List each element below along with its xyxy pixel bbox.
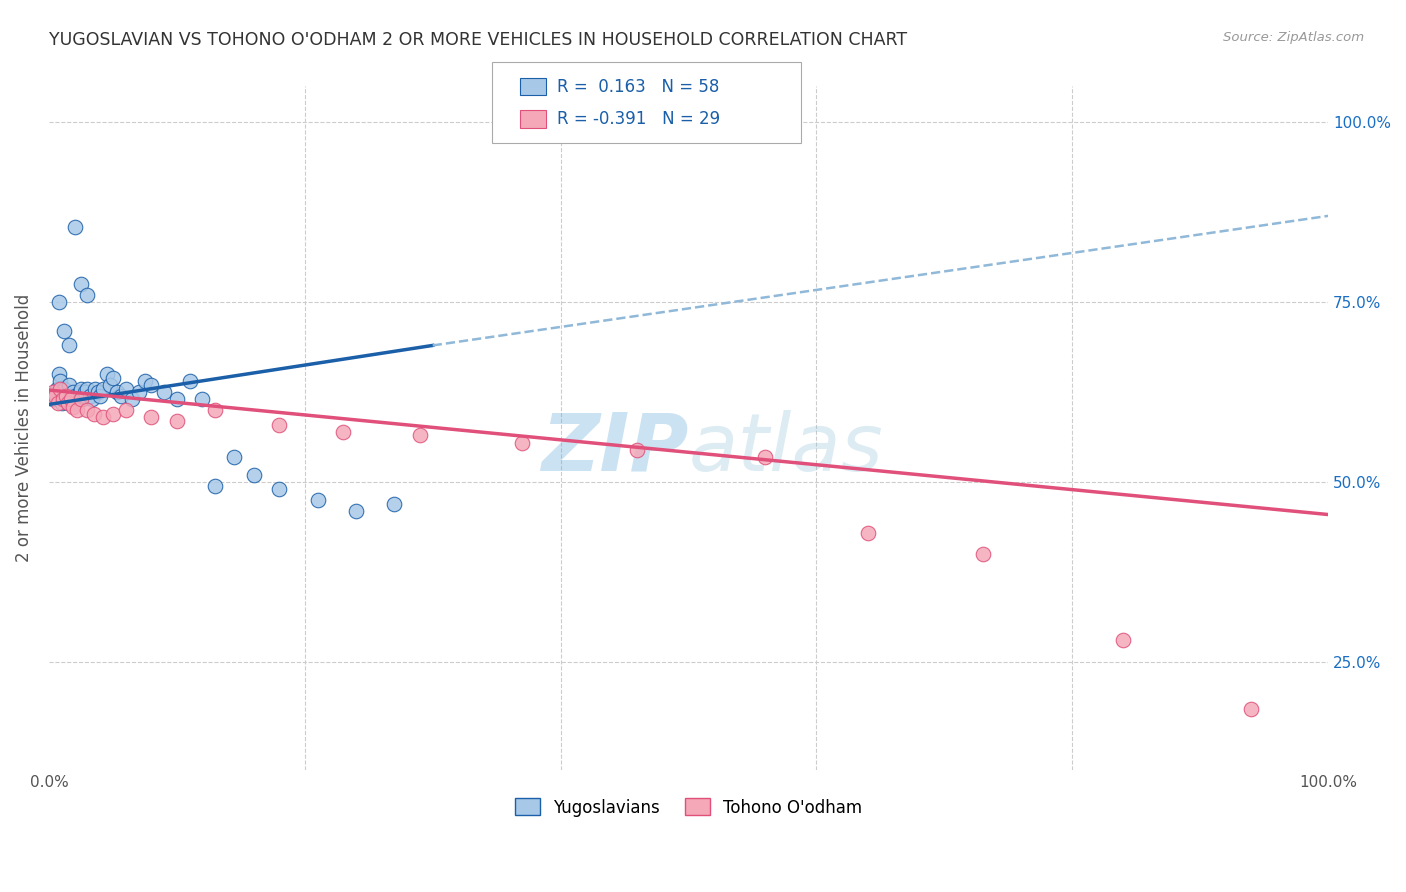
Point xyxy=(83,407,105,421)
Point xyxy=(91,382,114,396)
Point xyxy=(44,389,66,403)
Point xyxy=(76,403,98,417)
Point xyxy=(141,410,163,425)
Point xyxy=(62,400,84,414)
Point xyxy=(269,417,291,432)
Point xyxy=(89,389,111,403)
Text: R =  0.163   N = 58: R = 0.163 N = 58 xyxy=(557,78,718,95)
Point xyxy=(59,392,82,407)
Point xyxy=(53,324,76,338)
Text: R = -0.391   N = 29: R = -0.391 N = 29 xyxy=(557,110,720,128)
Point xyxy=(52,392,75,407)
Point xyxy=(42,385,65,400)
Point xyxy=(53,382,76,396)
Point xyxy=(73,385,96,400)
Point xyxy=(56,392,79,407)
Point xyxy=(121,392,143,407)
Point xyxy=(58,338,80,352)
Point xyxy=(332,425,354,439)
Text: ZIP: ZIP xyxy=(541,409,689,488)
Point xyxy=(409,428,432,442)
Point xyxy=(69,385,91,400)
Point xyxy=(63,219,86,234)
Point xyxy=(70,277,93,292)
Point xyxy=(972,547,994,561)
Point xyxy=(72,389,94,403)
Point xyxy=(166,392,188,407)
Point xyxy=(344,504,367,518)
Point xyxy=(55,389,77,403)
Point xyxy=(86,385,108,400)
Point xyxy=(134,375,156,389)
Point xyxy=(59,389,82,403)
Point xyxy=(114,403,136,417)
Point xyxy=(153,385,176,400)
Point xyxy=(49,382,72,396)
Point xyxy=(269,483,291,497)
Point xyxy=(63,389,86,403)
Point xyxy=(55,389,77,403)
Point xyxy=(204,403,226,417)
Point xyxy=(52,385,75,400)
Point xyxy=(141,378,163,392)
Point xyxy=(105,385,128,400)
Point xyxy=(79,389,101,403)
Point xyxy=(42,392,65,407)
Point xyxy=(1112,633,1135,648)
Point xyxy=(856,525,879,540)
Point xyxy=(65,396,87,410)
Point xyxy=(60,392,83,407)
Point xyxy=(46,385,69,400)
Point xyxy=(382,497,405,511)
Point xyxy=(179,375,201,389)
Text: YUGOSLAVIAN VS TOHONO O'ODHAM 2 OR MORE VEHICLES IN HOUSEHOLD CORRELATION CHART: YUGOSLAVIAN VS TOHONO O'ODHAM 2 OR MORE … xyxy=(49,31,907,49)
Point xyxy=(114,382,136,396)
Point xyxy=(76,288,98,302)
Point xyxy=(101,407,124,421)
Point xyxy=(91,410,114,425)
Point xyxy=(56,396,79,410)
Point xyxy=(70,382,93,396)
Text: Source: ZipAtlas.com: Source: ZipAtlas.com xyxy=(1223,31,1364,45)
Point xyxy=(58,378,80,392)
Point xyxy=(1240,702,1263,716)
Point xyxy=(48,295,70,310)
Point xyxy=(110,389,132,403)
Legend: Yugoslavians, Tohono O'odham: Yugoslavians, Tohono O'odham xyxy=(508,792,869,823)
Point xyxy=(101,371,124,385)
Point xyxy=(45,382,67,396)
Point xyxy=(70,392,93,407)
Point xyxy=(128,385,150,400)
Point xyxy=(51,396,73,410)
Point xyxy=(166,414,188,428)
Point xyxy=(48,368,70,382)
Point xyxy=(66,392,89,407)
Point xyxy=(70,392,93,407)
Point xyxy=(76,382,98,396)
Point xyxy=(224,450,246,464)
Point xyxy=(100,378,122,392)
Point xyxy=(754,450,776,464)
Point xyxy=(56,396,79,410)
Point xyxy=(191,392,214,407)
Point xyxy=(510,435,533,450)
Point xyxy=(66,403,89,417)
Point xyxy=(49,375,72,389)
Point xyxy=(84,382,107,396)
Point xyxy=(307,493,329,508)
Point xyxy=(82,392,104,407)
Y-axis label: 2 or more Vehicles in Household: 2 or more Vehicles in Household xyxy=(15,294,32,562)
Point xyxy=(67,389,90,403)
Point xyxy=(62,385,84,400)
Text: atlas: atlas xyxy=(689,409,883,488)
Point xyxy=(46,396,69,410)
Point xyxy=(242,467,264,482)
Point xyxy=(204,479,226,493)
Point xyxy=(626,442,648,457)
Point xyxy=(96,368,118,382)
